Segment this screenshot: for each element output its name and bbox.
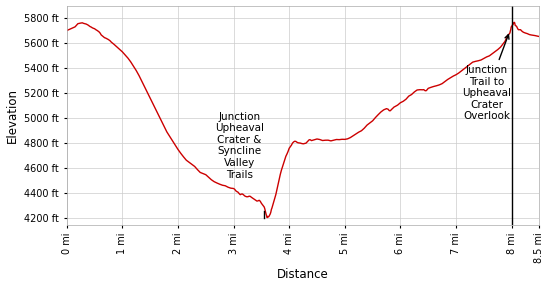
Text: Junction
Trail to
Upheaval
Crater
Overlook: Junction Trail to Upheaval Crater Overlo… [462,35,511,121]
X-axis label: Distance: Distance [277,268,329,282]
Y-axis label: Elevation: Elevation [6,88,19,143]
Text: Junction
Upheaval
Crater &
Syncline
Valley
Trails: Junction Upheaval Crater & Syncline Vall… [214,112,263,180]
